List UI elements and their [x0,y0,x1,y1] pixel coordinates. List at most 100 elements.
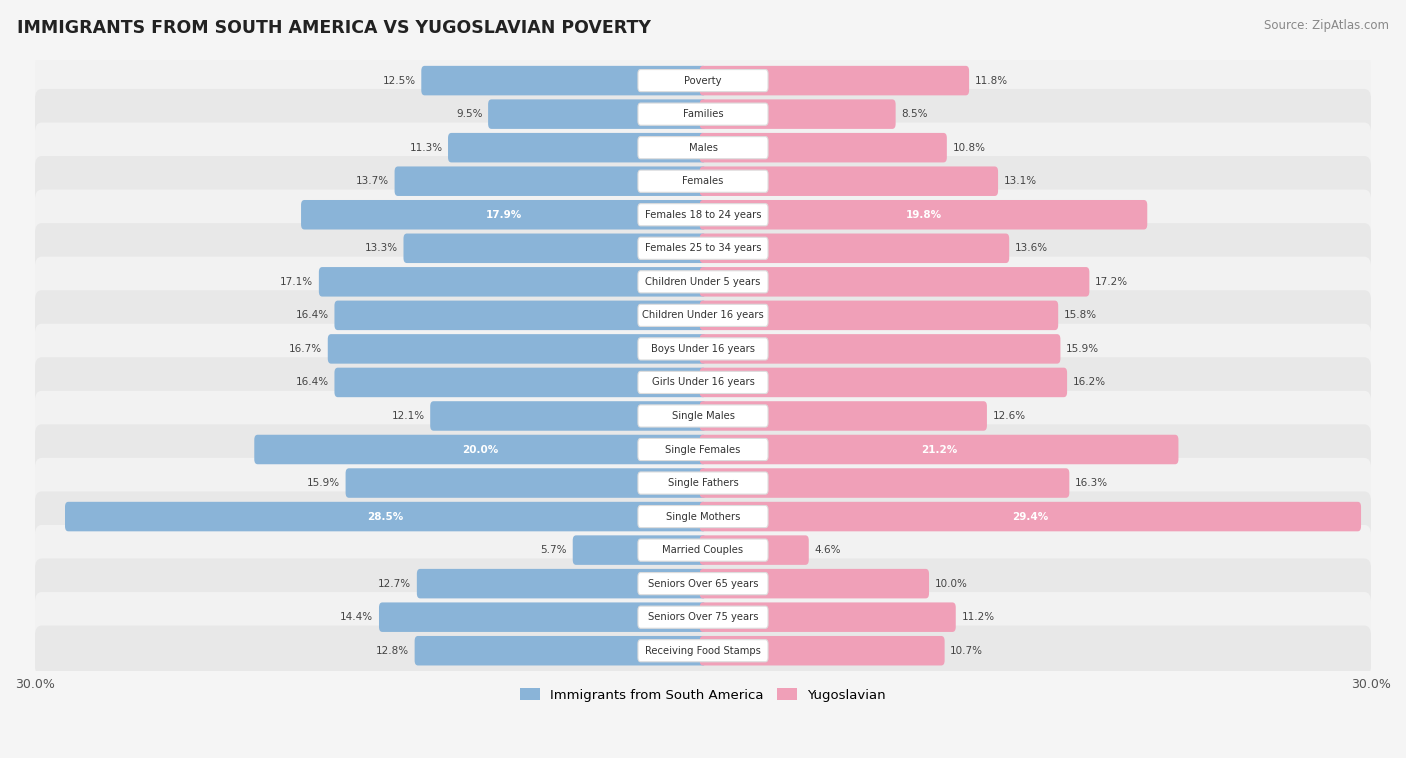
FancyBboxPatch shape [700,435,1178,464]
FancyBboxPatch shape [35,357,1371,408]
Text: Married Couples: Married Couples [662,545,744,555]
Text: 29.4%: 29.4% [1012,512,1049,522]
FancyBboxPatch shape [638,136,768,158]
Text: 17.2%: 17.2% [1095,277,1128,287]
FancyBboxPatch shape [700,267,1090,296]
FancyBboxPatch shape [638,572,768,595]
Text: 10.8%: 10.8% [952,143,986,152]
Text: 15.9%: 15.9% [1066,344,1099,354]
Text: 16.7%: 16.7% [290,344,322,354]
Text: Families: Families [683,109,723,119]
FancyBboxPatch shape [35,391,1371,441]
Text: 14.4%: 14.4% [340,612,374,622]
FancyBboxPatch shape [700,200,1147,230]
FancyBboxPatch shape [35,190,1371,240]
Text: Single Females: Single Females [665,444,741,455]
Text: 13.7%: 13.7% [356,176,389,186]
Text: Boys Under 16 years: Boys Under 16 years [651,344,755,354]
Text: 11.2%: 11.2% [962,612,994,622]
FancyBboxPatch shape [319,267,706,296]
FancyBboxPatch shape [335,301,706,330]
FancyBboxPatch shape [422,66,706,96]
Text: 9.5%: 9.5% [456,109,482,119]
FancyBboxPatch shape [700,468,1070,498]
Text: 13.3%: 13.3% [364,243,398,253]
Text: 10.0%: 10.0% [935,578,967,589]
FancyBboxPatch shape [35,625,1371,676]
FancyBboxPatch shape [638,204,768,226]
FancyBboxPatch shape [35,525,1371,575]
Text: 17.9%: 17.9% [485,210,522,220]
Text: 11.3%: 11.3% [409,143,443,152]
FancyBboxPatch shape [335,368,706,397]
FancyBboxPatch shape [638,506,768,528]
Text: 11.8%: 11.8% [974,76,1008,86]
FancyBboxPatch shape [638,70,768,92]
FancyBboxPatch shape [638,170,768,193]
Text: 13.1%: 13.1% [1004,176,1036,186]
FancyBboxPatch shape [395,167,706,196]
FancyBboxPatch shape [328,334,706,364]
Text: Females 25 to 34 years: Females 25 to 34 years [645,243,761,253]
Text: 15.9%: 15.9% [307,478,340,488]
FancyBboxPatch shape [572,535,706,565]
FancyBboxPatch shape [638,271,768,293]
FancyBboxPatch shape [35,491,1371,542]
Text: Receiving Food Stamps: Receiving Food Stamps [645,646,761,656]
FancyBboxPatch shape [346,468,706,498]
Text: Source: ZipAtlas.com: Source: ZipAtlas.com [1264,19,1389,32]
Text: Seniors Over 75 years: Seniors Over 75 years [648,612,758,622]
FancyBboxPatch shape [449,133,706,162]
Text: 8.5%: 8.5% [901,109,928,119]
Text: 20.0%: 20.0% [463,444,499,455]
FancyBboxPatch shape [700,133,946,162]
FancyBboxPatch shape [700,502,1361,531]
FancyBboxPatch shape [35,156,1371,206]
FancyBboxPatch shape [638,304,768,327]
Text: 16.4%: 16.4% [295,310,329,321]
FancyBboxPatch shape [700,233,1010,263]
FancyBboxPatch shape [700,167,998,196]
FancyBboxPatch shape [35,424,1371,475]
FancyBboxPatch shape [416,569,706,598]
FancyBboxPatch shape [380,603,706,632]
Text: Girls Under 16 years: Girls Under 16 years [651,377,755,387]
FancyBboxPatch shape [35,55,1371,106]
Text: IMMIGRANTS FROM SOUTH AMERICA VS YUGOSLAVIAN POVERTY: IMMIGRANTS FROM SOUTH AMERICA VS YUGOSLA… [17,19,651,37]
Text: 13.6%: 13.6% [1015,243,1047,253]
FancyBboxPatch shape [35,324,1371,374]
FancyBboxPatch shape [35,559,1371,609]
Text: Children Under 16 years: Children Under 16 years [643,310,763,321]
FancyBboxPatch shape [638,438,768,461]
Text: 28.5%: 28.5% [367,512,404,522]
Legend: Immigrants from South America, Yugoslavian: Immigrants from South America, Yugoslavi… [515,683,891,707]
FancyBboxPatch shape [301,200,706,230]
FancyBboxPatch shape [700,368,1067,397]
FancyBboxPatch shape [638,472,768,494]
FancyBboxPatch shape [35,257,1371,307]
FancyBboxPatch shape [35,223,1371,274]
FancyBboxPatch shape [700,334,1060,364]
FancyBboxPatch shape [638,606,768,628]
Text: Single Males: Single Males [672,411,734,421]
FancyBboxPatch shape [638,405,768,427]
FancyBboxPatch shape [638,539,768,561]
Text: 19.8%: 19.8% [905,210,942,220]
Text: 16.2%: 16.2% [1073,377,1105,387]
FancyBboxPatch shape [700,401,987,431]
Text: 15.8%: 15.8% [1064,310,1097,321]
Text: 12.5%: 12.5% [382,76,416,86]
FancyBboxPatch shape [638,640,768,662]
FancyBboxPatch shape [35,458,1371,508]
FancyBboxPatch shape [700,603,956,632]
FancyBboxPatch shape [638,371,768,393]
FancyBboxPatch shape [35,290,1371,340]
Text: Females: Females [682,176,724,186]
Text: 12.7%: 12.7% [378,578,412,589]
Text: Single Mothers: Single Mothers [666,512,740,522]
Text: 16.3%: 16.3% [1076,478,1108,488]
FancyBboxPatch shape [488,99,706,129]
Text: Females 18 to 24 years: Females 18 to 24 years [645,210,761,220]
FancyBboxPatch shape [700,301,1059,330]
Text: Males: Males [689,143,717,152]
